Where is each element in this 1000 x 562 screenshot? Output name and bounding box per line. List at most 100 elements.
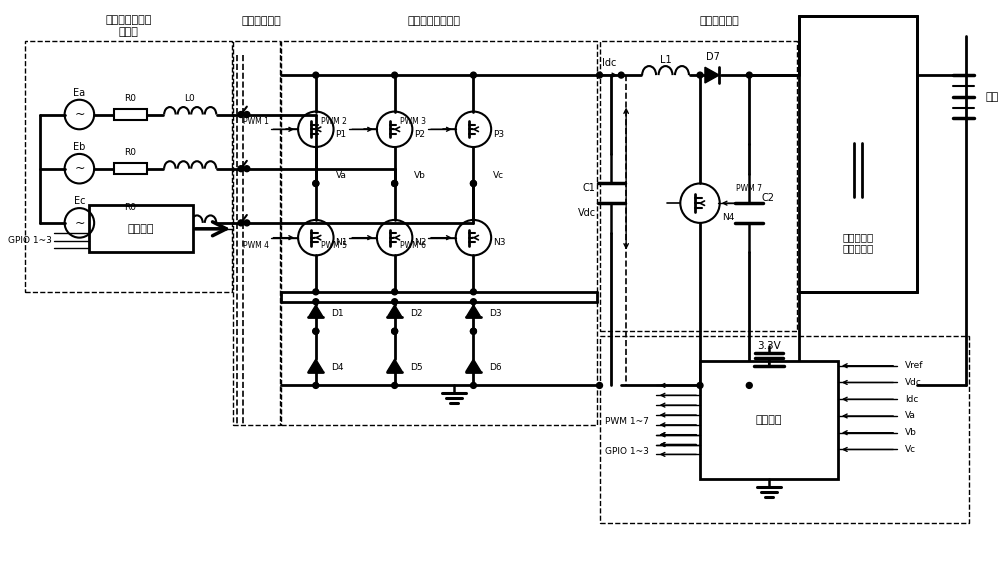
Circle shape <box>244 220 250 226</box>
Bar <box>233 40 280 425</box>
Text: 三相随机交流电
输出源: 三相随机交流电 输出源 <box>105 15 152 37</box>
Circle shape <box>238 220 244 226</box>
Circle shape <box>470 328 476 334</box>
Circle shape <box>392 328 398 334</box>
Text: PWM 3: PWM 3 <box>400 117 426 126</box>
Polygon shape <box>705 67 719 83</box>
Text: P2: P2 <box>414 130 425 139</box>
Text: 3.3V: 3.3V <box>757 341 781 351</box>
Bar <box>114 164 147 174</box>
Circle shape <box>238 166 244 171</box>
Text: 电池: 电池 <box>986 92 999 102</box>
Polygon shape <box>466 359 481 371</box>
Text: N3: N3 <box>493 238 506 247</box>
Circle shape <box>746 383 752 388</box>
Text: PWM 6: PWM 6 <box>400 241 426 250</box>
Circle shape <box>470 289 476 295</box>
Text: ~: ~ <box>74 162 85 175</box>
Text: Idc: Idc <box>602 58 617 69</box>
Text: R0: R0 <box>125 148 137 157</box>
Circle shape <box>392 180 398 187</box>
Text: PWM 4: PWM 4 <box>243 241 269 250</box>
Circle shape <box>313 328 319 334</box>
Circle shape <box>392 180 398 187</box>
Text: Ea: Ea <box>73 88 85 98</box>
Polygon shape <box>308 359 323 371</box>
Circle shape <box>392 289 398 295</box>
Text: D3: D3 <box>489 309 502 318</box>
Circle shape <box>697 383 703 388</box>
Text: PWM 2: PWM 2 <box>321 117 347 126</box>
Text: N2: N2 <box>414 238 427 247</box>
Polygon shape <box>466 305 481 318</box>
Circle shape <box>392 328 398 334</box>
Circle shape <box>597 72 602 78</box>
Bar <box>114 217 147 228</box>
Text: 闭锁型继电器: 闭锁型继电器 <box>242 16 282 26</box>
Circle shape <box>697 72 703 78</box>
Text: D1: D1 <box>332 309 344 318</box>
Circle shape <box>470 299 476 305</box>
Text: D2: D2 <box>410 309 423 318</box>
Bar <box>89 205 193 252</box>
Text: Vb: Vb <box>414 171 426 180</box>
Circle shape <box>313 289 319 295</box>
Bar <box>281 40 597 425</box>
Text: N4: N4 <box>722 214 734 223</box>
Text: PWM 1~7: PWM 1~7 <box>605 418 649 427</box>
Circle shape <box>470 180 476 187</box>
Text: Eb: Eb <box>73 142 86 152</box>
Text: 驱动电路: 驱动电路 <box>127 224 154 234</box>
Text: 阻抗调节单元: 阻抗调节单元 <box>700 16 740 26</box>
Text: Vdc: Vdc <box>577 208 596 218</box>
Bar <box>25 40 232 292</box>
Text: D7: D7 <box>706 52 720 62</box>
Text: ~: ~ <box>74 108 85 121</box>
Text: D6: D6 <box>489 363 502 372</box>
Text: GPIO 1~3: GPIO 1~3 <box>8 236 52 245</box>
Text: ~: ~ <box>74 216 85 229</box>
Bar <box>700 361 838 479</box>
Circle shape <box>313 299 319 305</box>
Text: Vc: Vc <box>905 445 916 454</box>
Circle shape <box>597 383 602 388</box>
Text: 自适应三相整流桥: 自适应三相整流桥 <box>408 16 461 26</box>
Text: C2: C2 <box>761 193 774 203</box>
Text: R0: R0 <box>125 94 137 103</box>
Circle shape <box>470 180 476 187</box>
Text: Ec: Ec <box>74 196 85 206</box>
Circle shape <box>470 328 476 334</box>
Circle shape <box>313 180 319 187</box>
Bar <box>799 16 917 292</box>
Text: Vdc: Vdc <box>905 378 922 387</box>
Bar <box>600 336 969 523</box>
Text: C1: C1 <box>583 183 596 193</box>
Text: L0: L0 <box>184 94 195 103</box>
Circle shape <box>392 383 398 388</box>
Text: 微控制器: 微控制器 <box>756 415 782 425</box>
Circle shape <box>244 111 250 117</box>
Text: D4: D4 <box>332 363 344 372</box>
Text: P1: P1 <box>336 130 347 139</box>
Polygon shape <box>387 305 402 318</box>
Bar <box>114 109 147 120</box>
Text: 升降压直流
电压转换器: 升降压直流 电压转换器 <box>842 232 873 253</box>
Circle shape <box>392 299 398 305</box>
Circle shape <box>313 328 319 334</box>
Bar <box>600 40 797 331</box>
Text: Idc: Idc <box>905 395 918 404</box>
Polygon shape <box>308 305 323 318</box>
Polygon shape <box>387 359 402 371</box>
Text: Vb: Vb <box>905 428 917 437</box>
Circle shape <box>313 72 319 78</box>
Text: Vref: Vref <box>905 361 923 370</box>
Text: D5: D5 <box>410 363 423 372</box>
Text: Va: Va <box>336 171 346 180</box>
Circle shape <box>244 166 250 171</box>
Text: Vc: Vc <box>493 171 504 180</box>
Text: PWM 7: PWM 7 <box>736 184 762 193</box>
Circle shape <box>313 180 319 187</box>
Text: GPIO 1~3: GPIO 1~3 <box>605 447 649 456</box>
Circle shape <box>392 72 398 78</box>
Circle shape <box>238 111 244 117</box>
